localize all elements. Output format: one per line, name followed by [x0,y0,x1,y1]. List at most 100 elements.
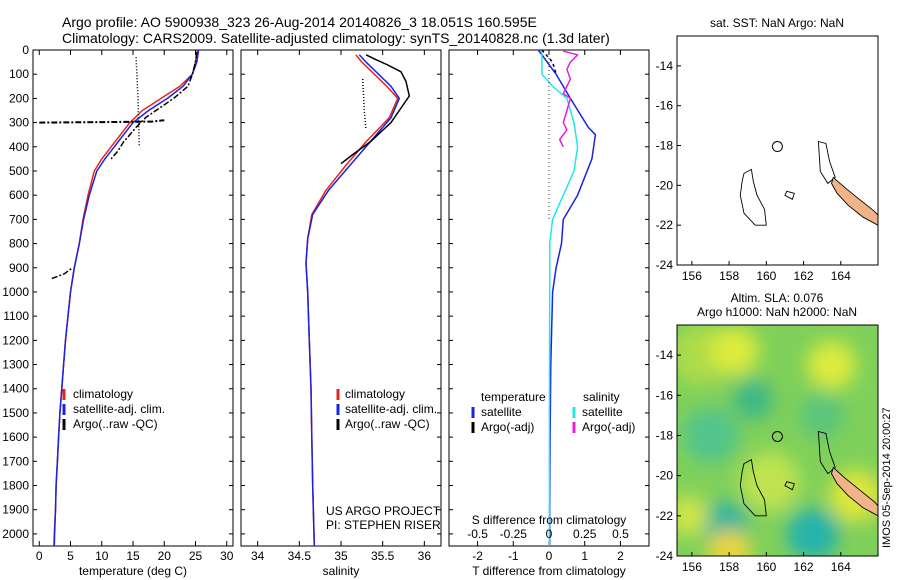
y-tick-label: 600 [9,188,29,202]
legend-label: climatology [345,387,405,401]
sla-map-panel: 156 158 160 162 164 -14 -16 -18 -20 -22 -24 Altim. … [656,291,879,574]
map-content [677,325,878,556]
legend-title: temperature [481,390,546,404]
series-salinity-satellite [541,50,579,546]
legend-label: Argo(-adj) [481,420,534,434]
series-argo-raw-qc- [110,52,198,160]
salinity-tick-label: 0.5 [612,527,629,541]
y-tick-label: 1500 [2,406,29,420]
sla-blob [786,507,839,556]
x-tick-label: -2 [472,549,483,563]
sst-map-title: sat. SST: NaN Argo: NaN [710,16,844,30]
x-axis-label: temperature (deg C) [79,564,187,578]
map-content [739,140,878,226]
plot-frame [240,49,442,547]
x-tick-label: 36 [418,549,432,563]
y-tick-label: 2000 [2,527,29,541]
y-tick-label: -18 [656,428,674,442]
series-argo-raw-qc- [340,54,411,165]
argo-height-title: Argo h1000: NaN h2000: NaN [697,305,857,319]
x-tick-label: 0 [36,549,43,563]
salinity-tick-label: -0.25 [500,527,528,541]
y-tick-label: 900 [9,261,29,275]
sla-title: Altim. SLA: 0.076 [731,291,824,305]
salinity-panel: 34 34.5 35 35.5 36 salinity climatologysatelli… [240,49,442,578]
y-tick-label: -16 [656,99,674,113]
salinity-tick-label: 0 [546,527,553,541]
y-tick-label: 1000 [2,285,29,299]
legend-title: salinity [583,390,620,404]
y-tick-label: 400 [9,140,29,154]
y-tick-label: -22 [656,509,674,523]
x-tick-label: 34 [251,549,265,563]
sla-field [677,325,878,556]
float-position-marker [771,141,783,153]
y-tick-label: -24 [656,258,674,272]
reef-outline [739,458,767,517]
imos-timestamp: IMOS 05-Sep-2014 20:00:27 [881,407,893,548]
y-tick-label: 700 [9,212,29,226]
series-salinity-argo [558,50,579,148]
y-tick-label: 800 [9,237,29,251]
y-tick-label: -20 [656,469,674,483]
x-tick-label: 162 [794,560,814,574]
sla-blob [710,326,759,376]
x-tick-label: 35 [334,549,348,563]
x-axis-label: T difference from climatology [472,564,626,578]
x-tick-label: 164 [831,560,851,574]
map-frame [676,324,879,557]
x-tick-label: -1 [508,549,519,563]
islet [784,190,795,200]
sla-blob [807,340,856,390]
series-argo-raw-dotted [361,78,367,130]
y-tick-label: 1300 [2,358,29,372]
sst-map-panel: 156 158 160 162 164 -14 -16 -18 -20 -22 -24 sat. SS… [656,16,879,283]
sla-blob [732,378,774,420]
x-tick-label: 158 [719,269,739,283]
x-tick-label: 20 [158,549,172,563]
series-satellite-adj-clim- [53,49,200,547]
y-tick-label: -20 [656,178,674,192]
x-tick-label: 35.5 [371,549,395,563]
difference-panel: -2 -1 0 1 2 -0.5 -0.25 0 0.25 0.5S difference fro… [448,49,650,578]
y-tick-label: -24 [656,549,674,563]
y-tick-label: 300 [9,116,29,130]
legend-label: satellite-adj. clim. [73,402,165,416]
float-position-marker [771,431,783,443]
y-tick-label: 1600 [2,430,29,444]
x-tick-label: 156 [682,560,702,574]
x-tick-label: 34.5 [288,549,312,563]
pi-label: PI: STEPHEN RISER [326,518,441,532]
legend-label: Argo(..raw -QC) [345,417,430,431]
sla-blob [677,495,709,537]
reef-outline [739,168,767,226]
x-tick-label: 1 [581,549,588,563]
sla-blob [740,451,800,512]
y-tick-label: 1700 [2,454,29,468]
legend-label: satellite [481,405,522,419]
salinity-tick-label: 0.25 [573,527,597,541]
legend-label: Argo(..raw -QC) [73,417,158,431]
series-temperature-argo [541,49,557,75]
y-tick-label: 1200 [2,333,29,347]
plot-frame [32,49,234,547]
reef-outline-east [817,140,836,185]
x-tick-label: 10 [95,549,109,563]
y-tick-label: -16 [656,388,674,402]
series-satellite-adj-clim- [305,54,401,547]
series-argo-raw-dotted [135,57,141,147]
islet [784,481,795,491]
legend-label: Argo(-adj) [582,420,635,434]
salinity-tick-label: -0.5 [467,527,488,541]
y-tick-label: 1400 [2,382,29,396]
legend-label: satellite-adj. clim. [345,402,437,416]
legend-label: satellite [582,405,623,419]
y-tick-label: 500 [9,164,29,178]
y-tick-label: -22 [656,218,674,232]
new-caledonia [831,176,878,226]
x-tick-label: 158 [719,560,739,574]
series-climatology [53,49,199,547]
series-argo-spike-900 [51,267,73,280]
series-temperature-satellite [537,49,597,546]
